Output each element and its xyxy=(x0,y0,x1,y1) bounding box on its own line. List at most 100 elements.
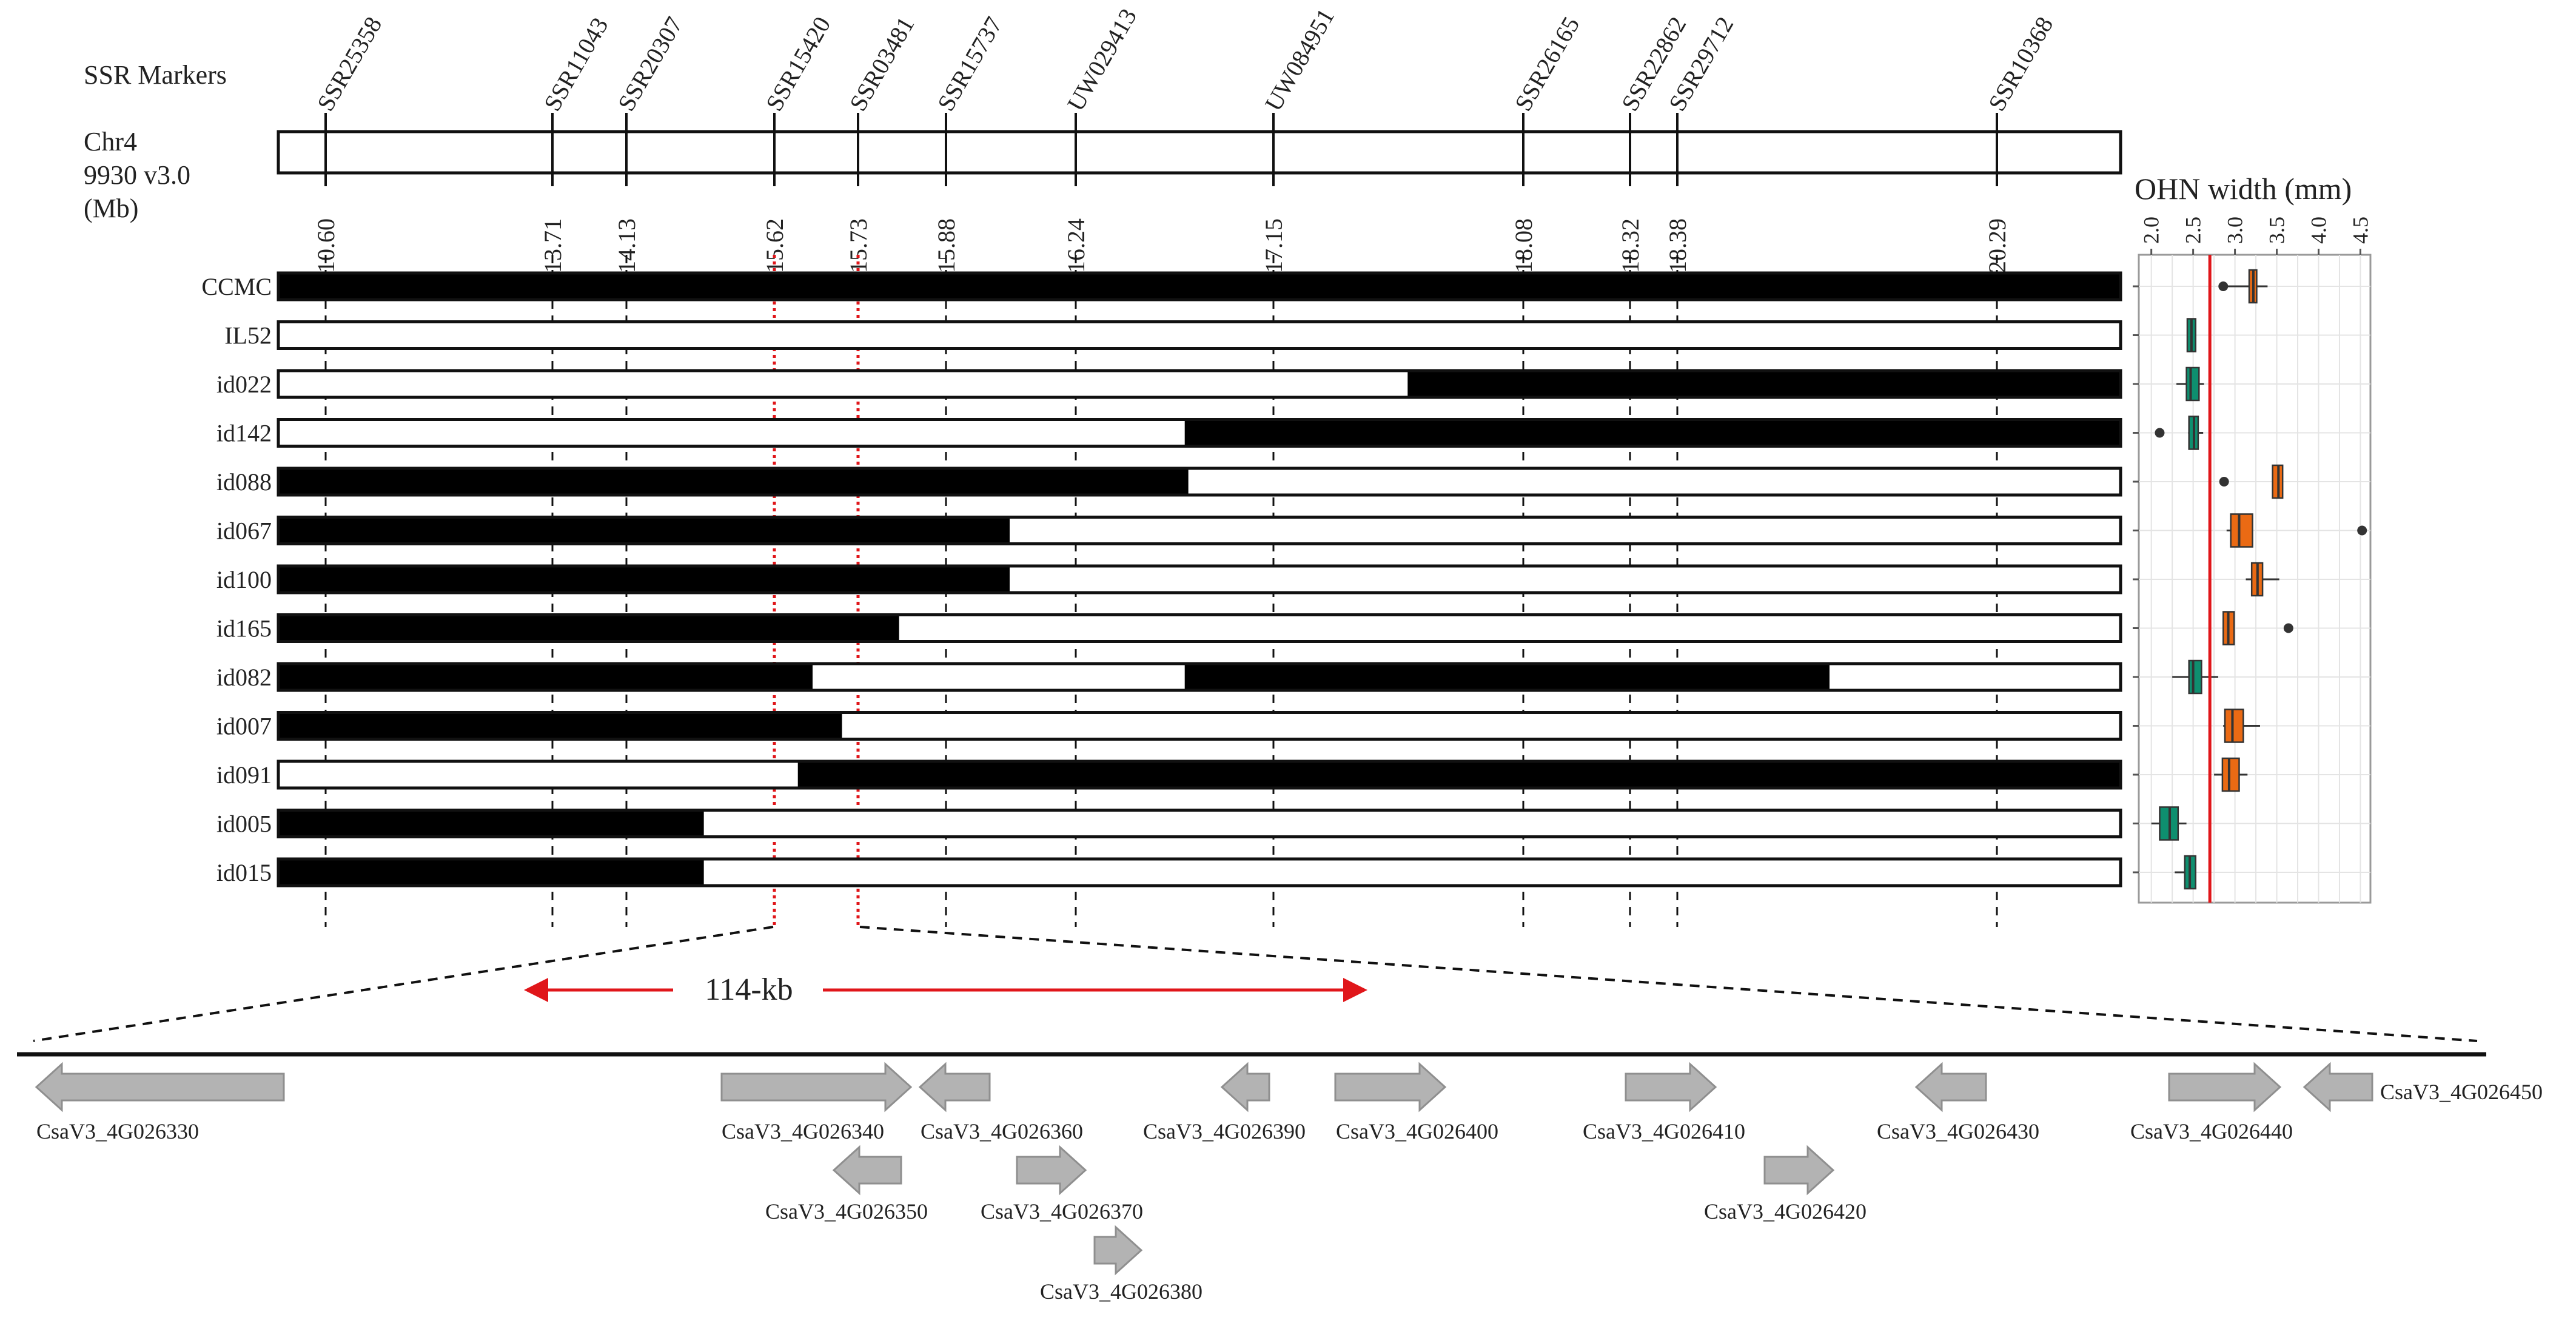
genotype-segment xyxy=(1010,566,2121,593)
gene-arrow xyxy=(1625,1062,1717,1113)
genotype-segment xyxy=(278,810,704,837)
x-tick-label: 3.5 xyxy=(2265,217,2289,244)
interval-label: 114-kb xyxy=(705,972,793,1007)
line-label: id091 xyxy=(216,761,272,789)
marker-name: UW029413 xyxy=(1062,4,1142,115)
x-tick-label: 2.5 xyxy=(2181,217,2205,244)
marker-name: SSR10368 xyxy=(1983,12,2059,116)
genotype-bar-outline xyxy=(277,418,2122,448)
gene-arrow xyxy=(832,1145,902,1196)
outlier-point xyxy=(2357,525,2367,536)
line-label: id082 xyxy=(216,664,272,691)
marker-name: SSR11043 xyxy=(538,13,614,115)
genotype-segment xyxy=(278,517,1010,544)
box xyxy=(2188,659,2202,695)
chromosome-bar xyxy=(277,130,2122,175)
marker-name: SSR20307 xyxy=(612,12,688,116)
line-label: CCMC xyxy=(201,273,272,300)
gene-arrow xyxy=(720,1062,913,1113)
genotype-segment xyxy=(1184,664,1830,690)
boxplot-title: OHN width (mm) xyxy=(2135,172,2352,206)
gene-arrow xyxy=(1093,1225,1143,1276)
gene-arrow xyxy=(35,1062,285,1113)
gene-label: CsaV3_4G026350 xyxy=(765,1199,928,1224)
chr-label: Chr4 xyxy=(84,127,137,157)
marker-position: 15.62 xyxy=(761,218,788,273)
gene-arrow xyxy=(1914,1062,1987,1113)
line-label: id005 xyxy=(216,810,272,838)
assembly-label: 9930 v3.0 xyxy=(84,160,190,190)
marker-position: 16.24 xyxy=(1062,218,1090,273)
genotype-segment xyxy=(278,712,842,739)
genotype-segment xyxy=(899,615,2121,642)
genotype-segment xyxy=(278,761,798,788)
marker-position: 18.38 xyxy=(1664,218,1691,273)
gene-arrow xyxy=(1763,1145,1835,1196)
genotype-segment xyxy=(1184,419,2121,446)
ssr-markers-title: SSR Markers xyxy=(84,60,227,90)
box xyxy=(2221,757,2240,792)
genotype-bar-outline xyxy=(277,369,2122,399)
genotype-segment xyxy=(703,859,2121,886)
zoom-left-dash xyxy=(33,926,774,1042)
gene-label: CsaV3_4G026380 xyxy=(1040,1279,1202,1304)
genotype-segment xyxy=(278,468,1189,495)
marker-name: SSR26165 xyxy=(1509,12,1585,116)
genotype-segment xyxy=(278,419,1185,446)
genotype-segment xyxy=(813,664,1185,690)
x-tick-label: 2.0 xyxy=(2139,217,2164,244)
outlier-point xyxy=(2219,477,2229,487)
marker-name: UW084951 xyxy=(1259,4,1340,115)
line-label: id165 xyxy=(216,615,272,642)
genotype-segment xyxy=(842,712,2121,739)
genotype-bar-outline xyxy=(277,662,2122,692)
genotype-bar-outline xyxy=(277,564,2122,594)
genotype-segment xyxy=(278,566,1010,593)
gene-label: CsaV3_4G026340 xyxy=(722,1119,884,1143)
genotype-segment xyxy=(278,273,2121,300)
gene-label: CsaV3_4G026360 xyxy=(921,1119,1083,1143)
genotype-bar-outline xyxy=(277,271,2122,301)
line-label: id007 xyxy=(216,713,272,740)
genotype-bar-outline xyxy=(277,466,2122,497)
unit-label: (Mb) xyxy=(84,194,138,223)
line-label: id088 xyxy=(216,468,272,496)
line-label: IL52 xyxy=(224,322,272,349)
marker-position: 14.13 xyxy=(613,218,640,273)
marker-position: 18.32 xyxy=(1617,218,1644,273)
genotype-bar-outline xyxy=(277,759,2122,790)
genotype-segment xyxy=(278,859,704,886)
box xyxy=(2230,513,2253,548)
gene-arrow xyxy=(2303,1062,2373,1113)
line-label: id067 xyxy=(216,517,272,545)
genotype-segment xyxy=(278,664,813,690)
gene-arrow xyxy=(918,1062,991,1113)
x-tick-label: 3.0 xyxy=(2223,217,2247,244)
marker-name: SSR03481 xyxy=(844,12,920,116)
gene-arrow xyxy=(1334,1062,1447,1113)
line-label: id142 xyxy=(216,420,272,447)
line-label: id015 xyxy=(216,859,272,886)
x-tick-label: 4.0 xyxy=(2306,217,2330,244)
marker-position: 20.29 xyxy=(1984,218,2011,273)
marker-position: 18.08 xyxy=(1510,218,1537,273)
genotype-bar-outline xyxy=(277,857,2122,887)
gene-label: CsaV3_4G026410 xyxy=(1583,1119,1745,1143)
line-label: id100 xyxy=(216,566,272,593)
marker-name: SSR15420 xyxy=(760,12,836,116)
marker-name: SSR25358 xyxy=(312,12,387,116)
genotype-segment xyxy=(703,810,2121,837)
genotype-segment xyxy=(278,615,899,642)
genotype-segment xyxy=(1407,371,2121,397)
gene-arrow xyxy=(2168,1062,2282,1113)
gene-arrow xyxy=(1016,1145,1087,1196)
gene-label: CsaV3_4G026450 xyxy=(2380,1080,2543,1104)
genotype-bar-outline xyxy=(277,711,2122,741)
marker-name: SSR15737 xyxy=(932,12,1008,116)
x-tick-label: 4.5 xyxy=(2348,217,2372,244)
gene-label: CsaV3_4G026400 xyxy=(1336,1119,1498,1143)
genotype-segment xyxy=(278,371,1408,397)
line-label: id022 xyxy=(216,371,272,398)
gene-label: CsaV3_4G026390 xyxy=(1143,1119,1306,1143)
